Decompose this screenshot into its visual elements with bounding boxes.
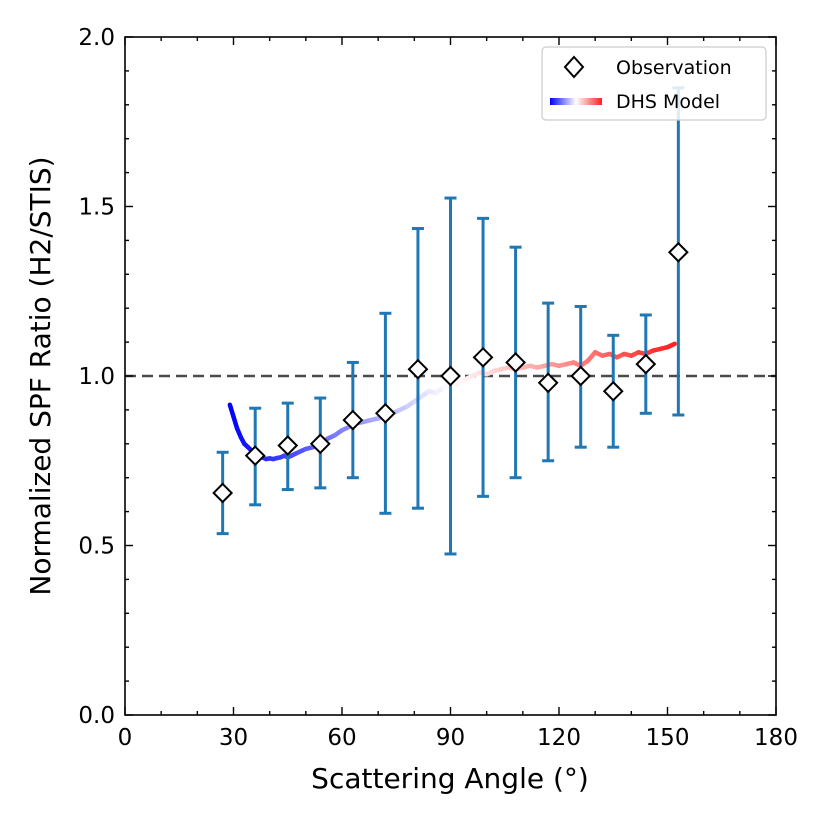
x-axis-title: Scattering Angle (°) <box>311 762 589 795</box>
x-tick-label: 150 <box>646 725 690 751</box>
x-tick-label: 60 <box>327 725 356 751</box>
y-tick-label: 2.0 <box>78 25 115 51</box>
legend-model-swatch <box>550 98 602 105</box>
observation-point <box>635 353 657 375</box>
observation-point <box>440 365 461 387</box>
y-tick-label: 1.0 <box>78 364 115 390</box>
legend-label-observation: Observation <box>616 57 732 79</box>
y-tick-label: 0.5 <box>78 534 115 560</box>
observation-point <box>212 482 234 504</box>
observation-point <box>374 402 396 424</box>
observation-point <box>537 372 559 394</box>
y-axis-title: Normalized SPF Ratio (H2/STIS) <box>24 156 57 595</box>
observation-point <box>407 358 429 380</box>
y-tick-label: 1.5 <box>78 195 115 221</box>
x-tick-label: 180 <box>754 725 798 751</box>
observation-point <box>244 445 266 467</box>
plot-frame <box>124 36 777 716</box>
observation-point <box>472 346 494 368</box>
observation-point <box>602 380 624 402</box>
dhs-model-segment <box>665 341 677 350</box>
x-tick-label: 30 <box>219 725 248 751</box>
legend: Observation DHS Model <box>541 46 767 121</box>
observation-point <box>667 241 689 263</box>
observation-point <box>570 365 592 387</box>
legend-label-dhs-model: DHS Model <box>616 91 720 113</box>
x-tick-label: 0 <box>118 725 133 751</box>
observation-point <box>505 352 527 373</box>
observation-point <box>277 435 299 456</box>
y-tick-label: 0.0 <box>78 703 115 729</box>
x-tick-label: 120 <box>537 725 581 751</box>
observation-point <box>342 409 364 431</box>
observation-point <box>309 433 331 455</box>
legend-diamond-icon <box>563 55 585 79</box>
x-tick-label: 90 <box>436 725 465 751</box>
